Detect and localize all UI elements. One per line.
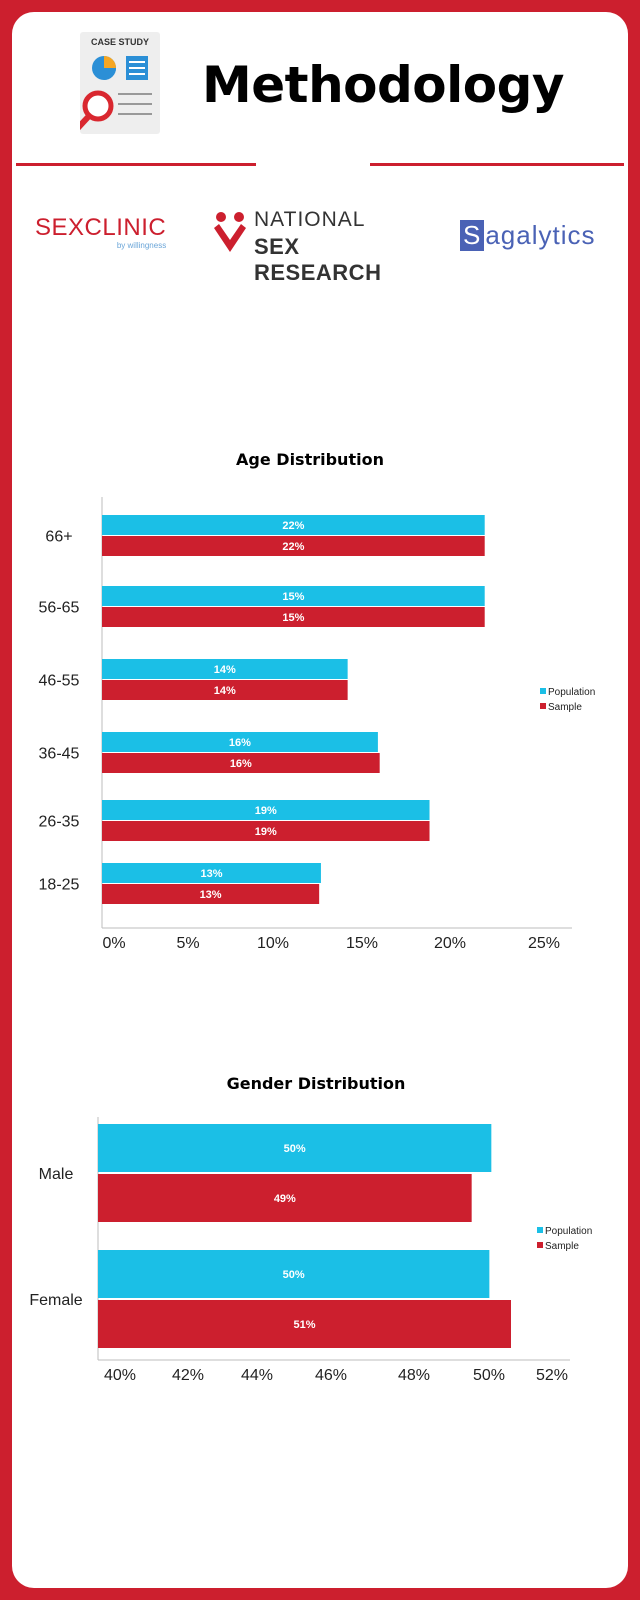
category-label: 36-45: [39, 746, 80, 763]
sexclinic-logo-text: SEXCLINIC: [35, 214, 167, 241]
legend-label-population: Population: [548, 687, 595, 698]
category-label: 66+: [45, 529, 72, 546]
chart-title: Gender Distribution: [227, 1074, 406, 1093]
x-tick-label: 42%: [172, 1367, 204, 1384]
population-bar: [102, 586, 485, 606]
x-tick-label: 40%: [104, 1367, 136, 1384]
sample-bar: [102, 884, 320, 904]
case-study-icon: CASE STUDY: [80, 32, 160, 134]
legend-swatch-sample: [540, 703, 546, 709]
legend-label-sample: Sample: [545, 1241, 579, 1252]
category-66: 66+ 22% 22%: [45, 515, 485, 556]
nsr-logo-line1: NATIONAL: [254, 208, 366, 231]
x-tick-label: 52%: [536, 1367, 568, 1384]
sample-bar: [102, 753, 380, 773]
sample-data-label: 15%: [282, 612, 304, 624]
sample-data-label: 22%: [282, 541, 304, 553]
nsr-logo-line2: SEX RESEARCH: [254, 234, 382, 285]
category-label: 18-25: [39, 877, 80, 894]
population-bar: [102, 659, 348, 679]
partner-logos: SEXCLINIC by willingness NATIONAL SEX RE…: [12, 202, 628, 285]
category-46-55: 46-55 14% 14%: [39, 659, 348, 700]
population-bar: [102, 800, 430, 820]
divider-left: [16, 163, 256, 166]
population-data-label: 50%: [283, 1269, 305, 1281]
page-title: Methodology: [202, 56, 565, 114]
x-tick-label: 50%: [473, 1367, 505, 1384]
x-tick-label: 25%: [528, 935, 560, 952]
category-male: Male 50% 49%: [39, 1124, 492, 1222]
category-label: 46-55: [39, 673, 80, 690]
population-data-label: 50%: [284, 1143, 306, 1155]
population-bar: [98, 1250, 490, 1298]
infographic-card: CASE STUDY Methodology SEXCLINIC by will…: [12, 12, 628, 1588]
sexclinic-logo: SEXCLINIC by willingness: [35, 214, 167, 250]
population-data-label: 13%: [200, 868, 222, 880]
category-label: 56-65: [39, 600, 80, 617]
population-data-label: 16%: [229, 737, 251, 749]
divider-right: [370, 163, 624, 166]
sample-data-label: 19%: [255, 826, 277, 838]
nsr-logo: NATIONAL SEX RESEARCH: [210, 208, 430, 285]
sample-bar: [102, 536, 485, 556]
x-tick-label: 15%: [346, 935, 378, 952]
category-label: 26-35: [39, 814, 80, 831]
sexclinic-logo-subtext: by willingness: [116, 241, 167, 250]
sample-bar: [98, 1174, 472, 1222]
legend-swatch-sample: [537, 1242, 543, 1248]
population-bar: [102, 515, 485, 535]
sample-data-label: 51%: [293, 1319, 315, 1331]
category-label: Male: [39, 1166, 74, 1183]
category-36-45: 36-45 16% 16%: [39, 732, 380, 773]
chart-title: Age Distribution: [236, 450, 384, 469]
sample-data-label: 49%: [274, 1193, 296, 1205]
case-study-icon-label: CASE STUDY: [91, 37, 149, 47]
sample-bar: [102, 680, 348, 700]
sample-data-label: 16%: [230, 758, 252, 770]
legend-label-population: Population: [545, 1226, 592, 1237]
category-label: Female: [29, 1292, 82, 1309]
legend-label-sample: Sample: [548, 702, 582, 713]
age-distribution-chart: Age Distribution 66+ 22% 22% 56-65 15% 15% 46-5…: [39, 450, 596, 952]
x-tick-label: 44%: [241, 1367, 273, 1384]
sample-bar: [98, 1300, 511, 1348]
sample-bar: [102, 821, 430, 841]
population-bar: [98, 1124, 492, 1172]
gender-distribution-chart: Gender Distribution Male 50% 49% Female 50% 51…: [29, 1074, 592, 1384]
x-tick-label: 10%: [257, 935, 289, 952]
sample-data-label: 13%: [200, 889, 222, 901]
population-data-label: 15%: [282, 591, 304, 603]
sagalytics-logo-rest: agalytics: [485, 220, 596, 250]
population-bar: [102, 863, 321, 883]
sample-bar: [102, 607, 485, 627]
x-tick-label: 20%: [434, 935, 466, 952]
population-data-label: 22%: [282, 520, 304, 532]
category-26-35: 26-35 19% 19%: [39, 800, 430, 841]
population-data-label: 19%: [255, 805, 277, 817]
x-tick-label: 5%: [176, 935, 199, 952]
population-data-label: 14%: [214, 664, 236, 676]
category-56-65: 56-65 15% 15%: [39, 586, 485, 627]
population-bar: [102, 732, 378, 752]
x-tick-label: 0%: [102, 935, 125, 952]
category-female: Female 50% 51%: [29, 1250, 511, 1348]
x-tick-label: 48%: [398, 1367, 430, 1384]
category-18-25: 18-25 13% 13%: [39, 863, 321, 904]
sample-data-label: 14%: [214, 685, 236, 697]
heart-icon: [214, 212, 246, 252]
sagalytics-logo-initial: S: [460, 220, 485, 251]
x-tick-label: 46%: [315, 1367, 347, 1384]
legend-swatch-population: [537, 1227, 543, 1233]
legend-swatch-population: [540, 688, 546, 694]
